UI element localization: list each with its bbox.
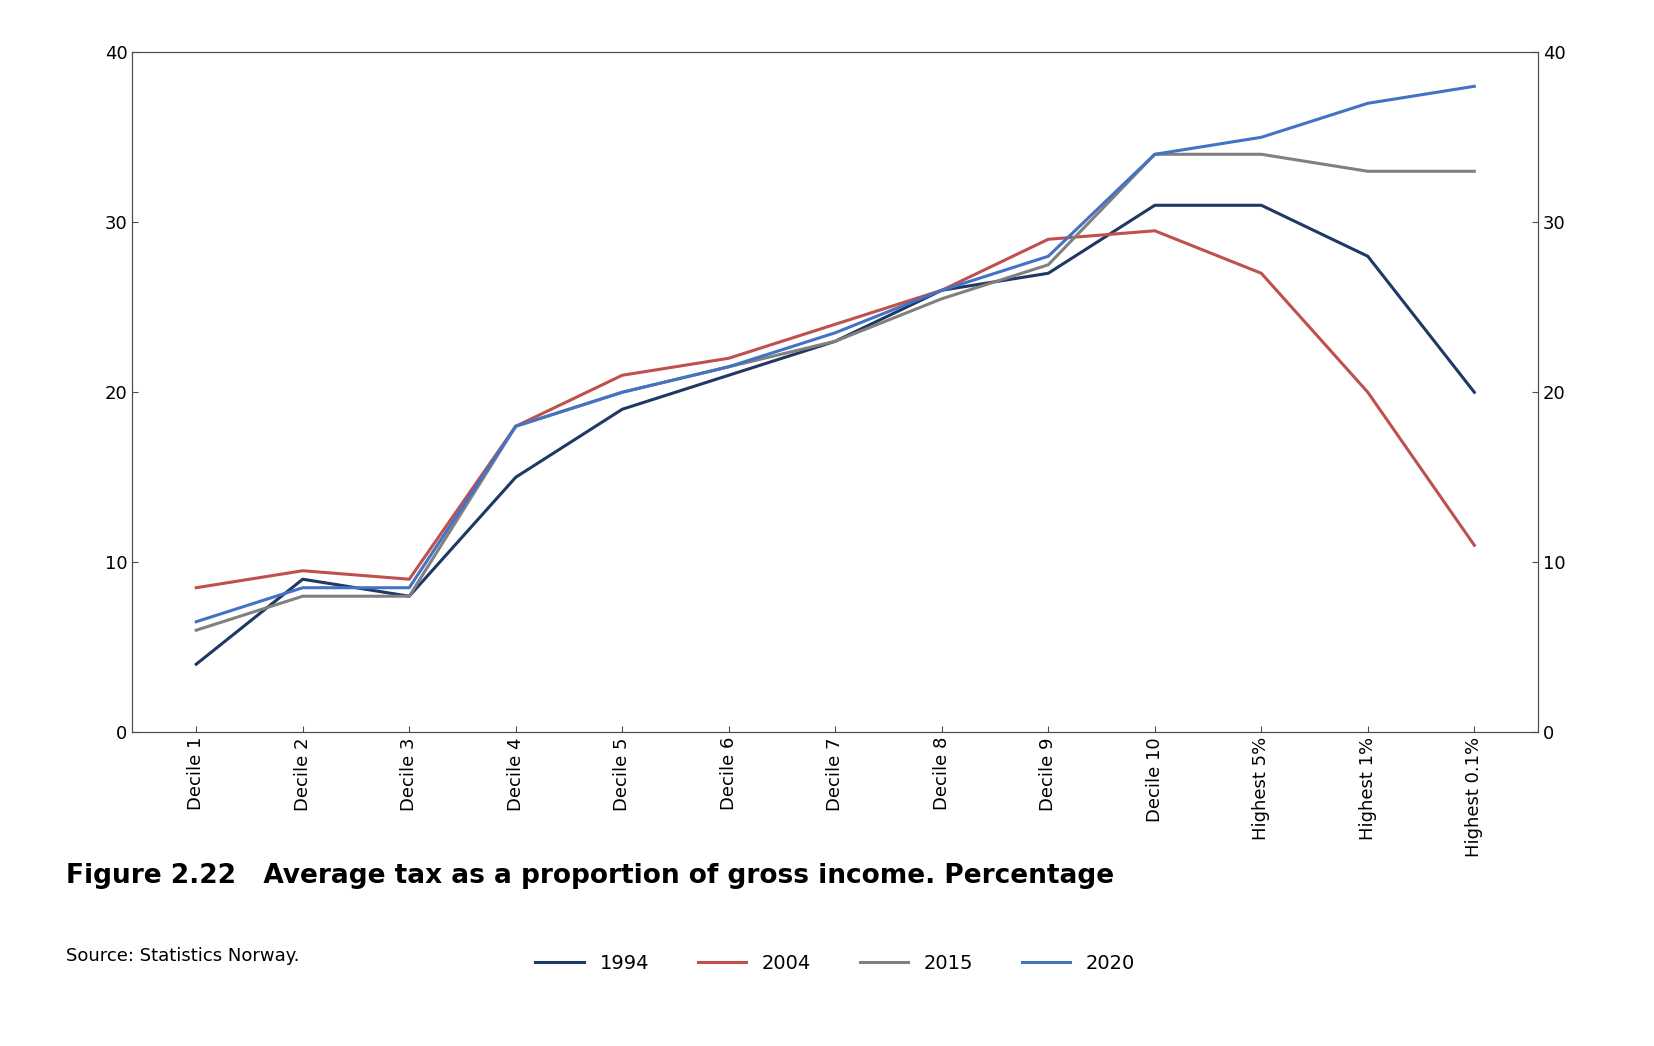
2015	[1039, 258, 1059, 271]
Line: 1994: 1994	[197, 205, 1474, 664]
1994	[399, 590, 418, 602]
2015	[399, 590, 418, 602]
1994	[293, 573, 313, 586]
1994	[1252, 199, 1272, 211]
2020	[293, 582, 313, 594]
2020	[719, 361, 739, 373]
2004	[293, 565, 313, 577]
2004	[1358, 386, 1378, 399]
1994	[1039, 267, 1059, 279]
2015	[187, 623, 207, 636]
Legend: 1994, 2004, 2015, 2020: 1994, 2004, 2015, 2020	[528, 947, 1143, 981]
2004	[612, 369, 632, 382]
Line: 2020: 2020	[197, 87, 1474, 621]
Line: 2004: 2004	[197, 231, 1474, 588]
1994	[1464, 386, 1484, 399]
2015	[1464, 165, 1484, 178]
Line: 2015: 2015	[197, 154, 1474, 630]
2004	[399, 573, 418, 586]
1994	[187, 658, 207, 670]
2004	[825, 318, 845, 331]
2015	[293, 590, 313, 602]
1994	[1145, 199, 1164, 211]
2004	[1039, 233, 1059, 246]
2004	[506, 419, 526, 432]
2004	[187, 582, 207, 594]
1994	[1358, 250, 1378, 263]
1994	[931, 283, 951, 297]
2020	[1039, 250, 1059, 263]
2020	[612, 386, 632, 399]
2004	[1464, 539, 1484, 551]
2015	[1145, 147, 1164, 160]
2020	[187, 615, 207, 628]
2004	[1145, 225, 1164, 237]
2020	[931, 283, 951, 297]
Text: Figure 2.22   Average tax as a proportion of gross income. Percentage: Figure 2.22 Average tax as a proportion …	[66, 863, 1115, 889]
2020	[506, 419, 526, 432]
1994	[719, 369, 739, 382]
2015	[1358, 165, 1378, 178]
2020	[1464, 81, 1484, 93]
2004	[719, 351, 739, 364]
2015	[1252, 147, 1272, 160]
2015	[931, 293, 951, 305]
2020	[1358, 97, 1378, 110]
2020	[1252, 131, 1272, 143]
2020	[825, 326, 845, 339]
2020	[399, 582, 418, 594]
2004	[1252, 267, 1272, 279]
2004	[931, 283, 951, 297]
2015	[506, 419, 526, 432]
Text: Source: Statistics Norway.: Source: Statistics Norway.	[66, 947, 299, 964]
2020	[1145, 147, 1164, 160]
1994	[825, 335, 845, 347]
1994	[506, 471, 526, 483]
1994	[612, 403, 632, 415]
2015	[719, 361, 739, 373]
2015	[825, 335, 845, 347]
2015	[612, 386, 632, 399]
